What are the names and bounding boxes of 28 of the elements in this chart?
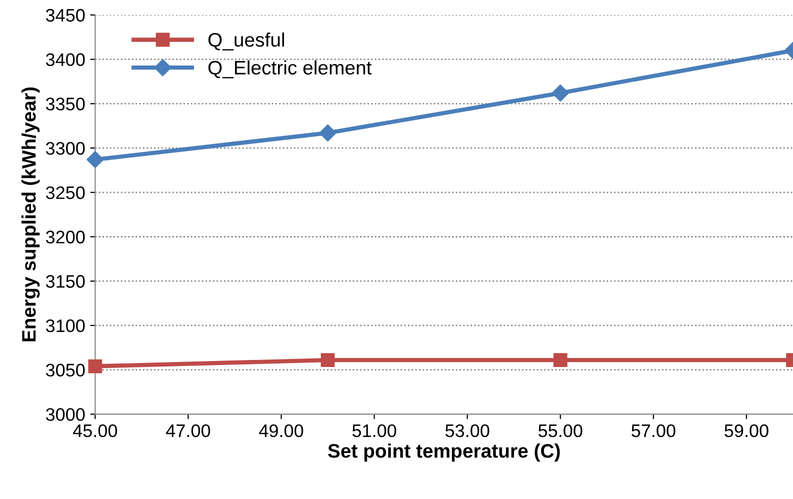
y-tick-label: 3000 (46, 408, 85, 421)
point (86, 151, 104, 168)
point (88, 359, 102, 374)
y-tick-label: 3150 (46, 275, 85, 288)
legend-label: Q_Electric element (208, 60, 372, 78)
y-tick-label: 3400 (46, 53, 85, 66)
y-tick-label: 3050 (46, 364, 85, 377)
x-tick-label: 51.00 (352, 424, 396, 438)
y-axis-title: Energy supplied (kWh/year) (22, 87, 40, 342)
x-tick-label: 47.00 (166, 424, 210, 438)
y-tick-label: 3250 (46, 186, 85, 200)
legend-label: Q_uesful (208, 32, 284, 50)
y-tick-label: 3450 (46, 8, 85, 22)
point (319, 124, 336, 142)
y-tick-label: 3100 (46, 319, 85, 332)
x-tick-label: 55.00 (538, 424, 582, 438)
x-tick-label: 59.00 (724, 424, 768, 438)
point (552, 84, 569, 102)
x-axis-title: Set point temperature (C) (328, 444, 560, 462)
x-tick-label: 53.00 (445, 424, 490, 438)
y-tick-label: 3200 (46, 230, 85, 244)
x-tick-label: 45.00 (72, 424, 118, 438)
point (553, 353, 568, 367)
x-tick-label: 49.00 (259, 424, 304, 438)
point (320, 353, 335, 367)
y-tick-label: 3350 (46, 98, 85, 110)
x-tick-label: 57.00 (632, 424, 676, 438)
y-tick-label: 3300 (46, 142, 85, 155)
